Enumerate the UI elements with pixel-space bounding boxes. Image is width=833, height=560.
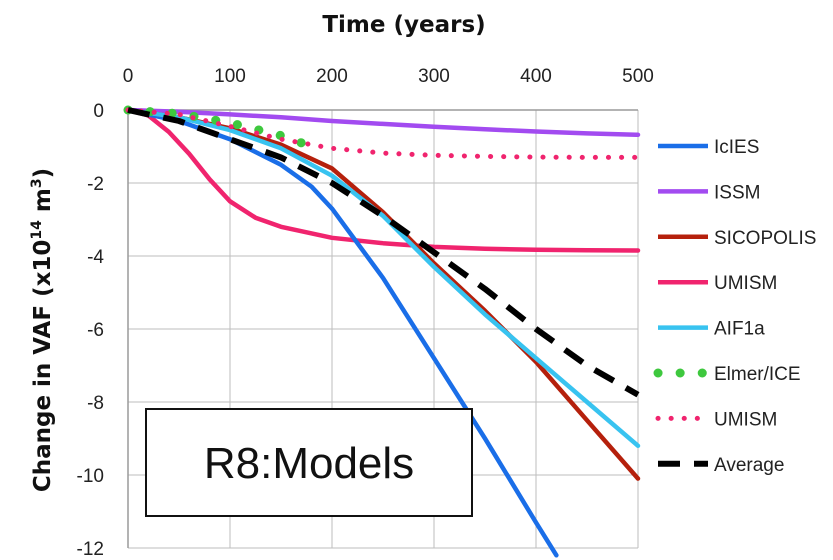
legend-item-issm-1: ISSM xyxy=(658,182,760,203)
legend-item-icies-0: IcIES xyxy=(658,137,759,158)
legend-item-sicopolis-2: SICOPOLIS xyxy=(658,228,816,249)
legend-label: Elmer/ICE xyxy=(714,364,801,385)
x-tick-label: 400 xyxy=(520,66,552,87)
y-tick-label: 0 xyxy=(93,101,104,122)
x-tick-label: 100 xyxy=(214,66,246,87)
y-tick-label: -12 xyxy=(77,539,104,560)
x-axis-title: Time (years) xyxy=(322,12,485,38)
legend-item-elmer-ice-5: Elmer/ICE xyxy=(653,364,801,385)
legend-label: UMISM xyxy=(714,409,777,430)
legend-label: IcIES xyxy=(714,137,759,158)
y-axis-title-exp2: 3 xyxy=(29,178,45,188)
x-tick-label: 500 xyxy=(622,66,654,87)
legend: IcIES ISSM SICOPOLIS UMISM AIF1a Elmer/ICE UMI… xyxy=(653,137,816,476)
x-tick-labels: 0 100 200 300 400 500 xyxy=(123,66,654,87)
legend-label: AIF1a xyxy=(714,319,765,340)
legend-label: Average xyxy=(714,455,784,476)
series-line-umism-3 xyxy=(125,107,641,253)
legend-item-average-7: Average xyxy=(658,455,784,476)
y-axis-title: Change in VAF (x1014 m3) xyxy=(29,168,56,492)
y-axis-title-prefix: Change in VAF (x10 xyxy=(30,240,56,493)
legend-item-aif1a-4: AIF1a xyxy=(658,319,765,340)
y-tick-label: -4 xyxy=(87,247,104,268)
series-line-issm-1 xyxy=(125,107,641,138)
y-tick-labels: 0 -2 -4 -6 -8 -10 -12 xyxy=(77,101,105,560)
legend-label: ISSM xyxy=(714,182,760,203)
x-tick-label: 0 xyxy=(123,66,134,87)
series-layer xyxy=(123,105,641,558)
annotation-label: R8:Models xyxy=(204,439,414,488)
legend-item-umism-3: UMISM xyxy=(658,273,777,294)
annotation-box: R8:Models xyxy=(145,408,473,517)
y-axis-title-exp1: 14 xyxy=(29,220,45,240)
y-tick-label: -8 xyxy=(87,393,104,414)
y-tick-label: -10 xyxy=(77,466,104,487)
series-line-aif1a-4 xyxy=(125,107,641,449)
legend-label: UMISM xyxy=(714,273,777,294)
legend-label: SICOPOLIS xyxy=(714,228,816,249)
plot-frame xyxy=(127,109,638,548)
legend-item-umism-6: UMISM xyxy=(655,409,777,430)
y-tick-label: -6 xyxy=(87,320,104,341)
y-tick-label: -2 xyxy=(87,174,104,195)
x-tick-label: 300 xyxy=(418,66,450,87)
series-line-average-7 xyxy=(127,107,640,398)
x-tick-label: 200 xyxy=(316,66,348,87)
y-axis-title-suffix: ) xyxy=(30,168,56,179)
y-axis-title-mid: m xyxy=(30,188,56,220)
